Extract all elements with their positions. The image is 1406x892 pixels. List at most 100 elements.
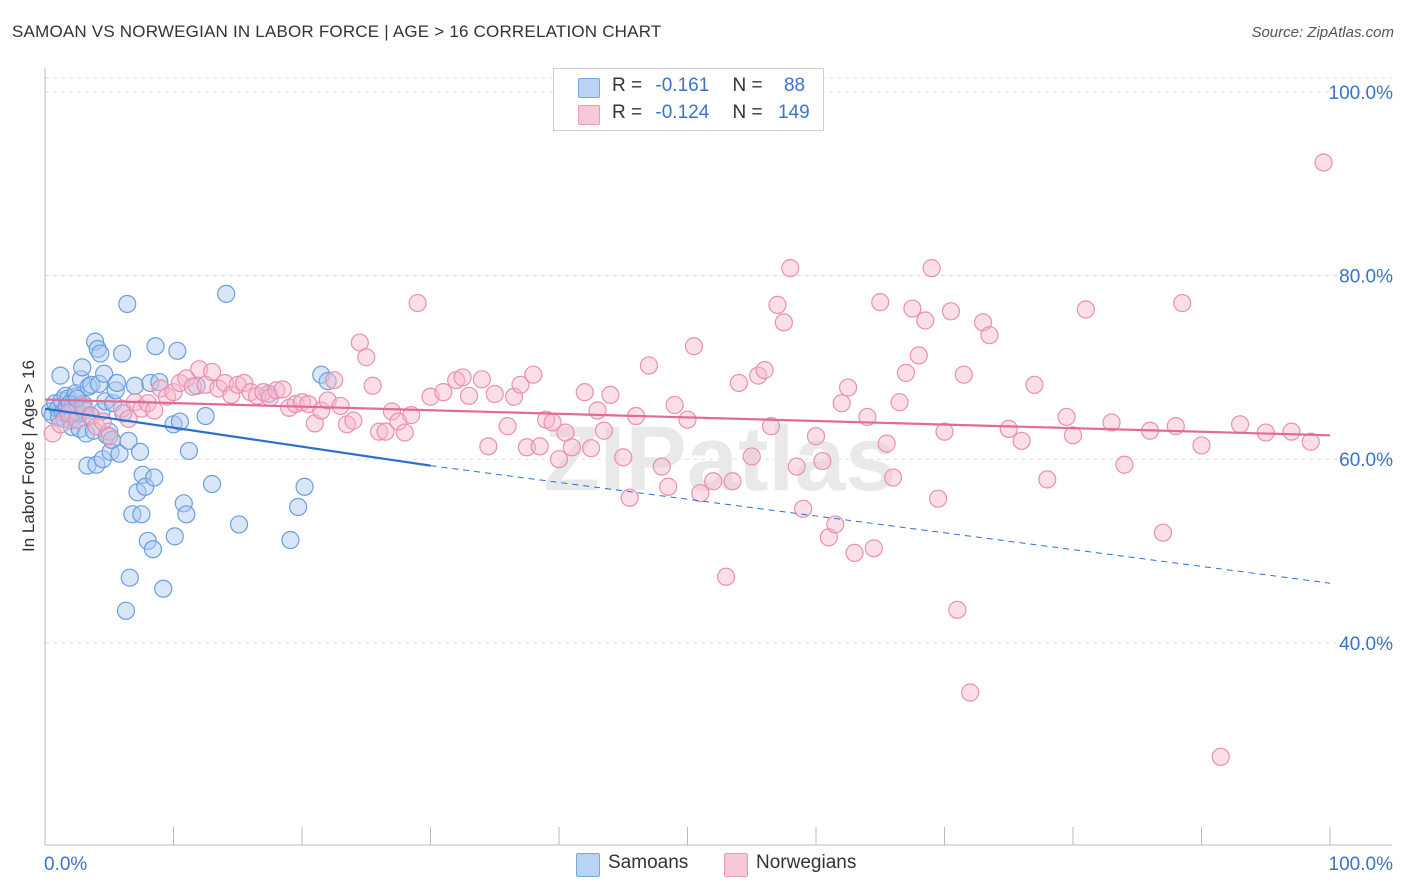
series-legend: Samoans Norwegians xyxy=(0,852,1406,878)
samoan-point xyxy=(125,376,145,395)
samoan-point xyxy=(89,374,109,393)
norwegian-point xyxy=(485,384,504,404)
n-value: 88 xyxy=(783,75,806,96)
norwegian-point xyxy=(517,438,536,457)
norwegian-point xyxy=(620,488,639,507)
norwegian-point xyxy=(357,348,376,367)
norwegian-point xyxy=(479,437,498,456)
y-tick-label: 60.0% xyxy=(1339,450,1393,471)
norwegian-point xyxy=(716,567,736,586)
norwegian-point xyxy=(222,385,241,405)
samoan-point xyxy=(165,527,184,546)
samoan-point xyxy=(91,344,110,363)
x-tick-label: 0.0% xyxy=(44,854,87,875)
norwegian-point xyxy=(704,472,723,491)
norwegian-point xyxy=(286,394,305,414)
norwegian-point xyxy=(1076,300,1095,319)
samoan-swatch xyxy=(578,78,600,98)
norwegian-point xyxy=(768,295,787,314)
samoan-point xyxy=(116,601,136,620)
y-axis-label: In Labor Force | Age > 16 xyxy=(19,360,38,552)
norwegian-point xyxy=(376,422,395,441)
norwegian-point xyxy=(684,337,704,356)
norwegian-point xyxy=(1211,747,1230,766)
r-value: -0.161 xyxy=(655,75,710,96)
norwegian-point xyxy=(1115,455,1134,474)
samoan-point xyxy=(93,450,112,469)
norwegian-point xyxy=(601,385,620,405)
norwegian-point xyxy=(794,499,813,518)
norwegian-point xyxy=(903,299,922,318)
samoan-point xyxy=(196,406,215,426)
watermark: ZIPatlas xyxy=(544,408,897,510)
norwegian-point xyxy=(331,396,350,416)
norwegian-point xyxy=(890,393,909,412)
norwegian-point xyxy=(164,383,183,402)
norwegian-point xyxy=(896,363,916,382)
norwegian-point xyxy=(781,259,800,278)
norwegian-point xyxy=(459,386,479,405)
norwegian-point xyxy=(723,472,742,491)
samoan-point xyxy=(51,366,70,385)
samoan-point xyxy=(73,358,92,377)
samoan-point xyxy=(82,375,101,394)
norwegian-point xyxy=(954,365,973,384)
norwegian-point xyxy=(928,489,948,508)
n-label: N = xyxy=(732,102,763,123)
norwegian-point xyxy=(1057,407,1076,427)
norwegian-point xyxy=(916,311,935,330)
samoan-point xyxy=(132,505,151,524)
norwegian-point xyxy=(935,422,954,441)
norwegian-point xyxy=(774,313,793,332)
norwegian-point xyxy=(273,380,292,399)
norwegian-point xyxy=(1173,293,1192,313)
samoan-point xyxy=(177,505,196,524)
norwegian-point xyxy=(961,683,980,702)
norwegian-point xyxy=(864,539,883,558)
norwegian-point xyxy=(524,365,543,384)
r-label: R = xyxy=(612,102,643,123)
r-value: -0.124 xyxy=(655,102,710,123)
norwegian-point xyxy=(100,427,119,446)
samoan-point xyxy=(146,337,165,356)
source-label: Source: ZipAtlas.com xyxy=(1251,24,1394,41)
norwegian-point xyxy=(871,293,890,312)
norwegian-point xyxy=(909,346,928,365)
samoan-point xyxy=(179,441,199,461)
norwegian-point xyxy=(157,387,177,406)
norwegian-point xyxy=(498,417,517,436)
samoan-point xyxy=(174,494,193,513)
norwegian-point xyxy=(858,407,877,427)
norwegian-point xyxy=(235,373,254,393)
tick-labels: 40.0% 60.0% 80.0% 100.0% 0.0% 100.0% xyxy=(44,83,1393,875)
samoan-points xyxy=(41,284,337,620)
samoan-point xyxy=(106,381,125,400)
norwegian-point xyxy=(408,293,427,313)
samoan-point xyxy=(79,377,98,396)
norwegian-point xyxy=(922,259,941,278)
norwegian-point xyxy=(370,422,389,441)
norwegian-point xyxy=(363,376,382,395)
norwegian-point xyxy=(1063,426,1083,445)
samoan-point xyxy=(318,372,337,391)
norwegian-swatch xyxy=(578,105,600,125)
norwegian-point xyxy=(999,419,1018,438)
norwegian-point xyxy=(883,468,903,487)
samoan-point xyxy=(112,344,132,363)
norwegian-point xyxy=(549,450,569,469)
norwegian-point xyxy=(1153,523,1173,542)
norwegian-point xyxy=(877,434,896,453)
norwegian-point xyxy=(575,383,594,402)
samoan-point xyxy=(217,284,236,303)
samoan-point xyxy=(281,530,300,550)
norwegian-swatch xyxy=(724,853,748,877)
samoan-point xyxy=(229,515,249,534)
norwegian-point xyxy=(639,356,659,375)
samoan-point xyxy=(143,540,163,559)
samoan-point xyxy=(130,442,150,461)
norwegian-point xyxy=(652,457,671,476)
samoan-point xyxy=(120,568,139,587)
n-label: N = xyxy=(732,75,763,96)
norwegian-point xyxy=(434,383,453,402)
norwegian-point xyxy=(948,600,967,619)
